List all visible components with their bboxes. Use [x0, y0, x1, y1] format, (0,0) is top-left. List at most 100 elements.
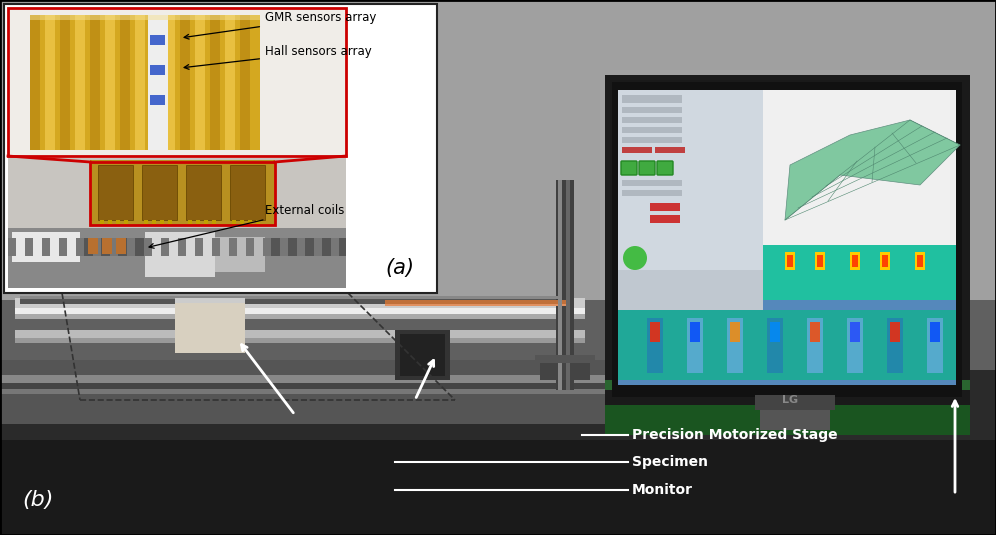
Bar [730, 322, 740, 342]
Bar [810, 322, 820, 342]
Bar [0, 383, 640, 389]
Bar [763, 245, 956, 300]
Bar [915, 252, 925, 270]
Bar [605, 75, 970, 405]
Bar [30, 15, 260, 150]
Text: Precision Motorized Stage: Precision Motorized Stage [632, 428, 838, 442]
Bar [161, 238, 169, 256]
Bar [25, 238, 33, 256]
Bar [93, 238, 101, 256]
Bar [20, 296, 560, 304]
Bar [127, 238, 135, 256]
Bar [88, 238, 98, 254]
Bar [105, 15, 115, 150]
Bar [188, 220, 192, 224]
Bar [142, 165, 177, 220]
Bar [256, 220, 260, 224]
Bar [180, 15, 190, 150]
Bar [767, 318, 783, 373]
Bar [605, 380, 970, 435]
Bar [225, 15, 235, 150]
Bar [150, 95, 165, 105]
Bar [618, 270, 763, 325]
Text: GMR sensors array: GMR sensors array [184, 11, 376, 39]
Bar [650, 322, 660, 342]
Bar [930, 322, 940, 342]
Bar [15, 338, 585, 343]
Bar [785, 252, 795, 270]
Bar [8, 238, 16, 256]
Bar [650, 203, 680, 211]
Bar [887, 318, 903, 373]
Bar [850, 252, 860, 270]
Bar [690, 322, 700, 342]
Bar [215, 237, 265, 272]
Bar [622, 147, 652, 153]
Bar [168, 220, 172, 224]
Bar [165, 15, 175, 150]
Bar [647, 318, 663, 373]
Bar [144, 220, 148, 224]
Bar [385, 304, 570, 306]
Bar [297, 238, 305, 256]
Bar [815, 252, 825, 270]
Bar [395, 330, 450, 380]
Polygon shape [12, 232, 80, 262]
Bar [817, 255, 823, 267]
Bar [927, 318, 943, 373]
Bar [240, 15, 250, 150]
Bar [210, 15, 220, 150]
Bar [150, 65, 165, 75]
Bar [160, 220, 164, 224]
Bar [116, 220, 120, 224]
Bar [150, 15, 160, 150]
Bar [8, 8, 346, 156]
Bar [186, 165, 221, 220]
Polygon shape [785, 120, 960, 220]
Bar [90, 160, 275, 225]
Bar [30, 15, 40, 150]
Bar [650, 215, 680, 223]
Bar [280, 238, 288, 256]
Bar [175, 298, 245, 353]
Bar [8, 8, 346, 156]
Bar [755, 395, 835, 410]
Bar [108, 220, 112, 224]
Bar [135, 15, 145, 150]
Bar [110, 238, 118, 256]
Text: External coils: External coils [149, 203, 345, 248]
Bar [763, 90, 956, 245]
Bar [605, 380, 970, 390]
Bar [76, 238, 84, 256]
Bar [8, 158, 346, 228]
Bar [622, 190, 682, 196]
Bar [655, 147, 685, 153]
Bar [102, 238, 112, 254]
FancyBboxPatch shape [621, 161, 637, 175]
Text: Monitor: Monitor [632, 483, 693, 497]
Bar [622, 127, 682, 133]
Bar [263, 238, 271, 256]
Bar [124, 220, 128, 224]
Bar [148, 15, 168, 150]
Bar [852, 255, 858, 267]
Bar [8, 8, 346, 156]
Bar [0, 360, 640, 375]
Bar [0, 430, 996, 535]
Circle shape [623, 246, 647, 270]
FancyBboxPatch shape [639, 161, 655, 175]
Bar [195, 15, 205, 150]
Bar [0, 394, 640, 424]
Text: Specimen: Specimen [632, 455, 708, 469]
Bar [240, 220, 244, 224]
Bar [30, 15, 260, 20]
Bar [618, 90, 956, 385]
Bar [566, 180, 570, 390]
Bar [882, 255, 888, 267]
Bar [787, 255, 793, 267]
Bar [558, 180, 562, 390]
Bar [246, 238, 254, 256]
Bar [727, 318, 743, 373]
Bar [917, 255, 923, 267]
Bar [116, 238, 126, 254]
